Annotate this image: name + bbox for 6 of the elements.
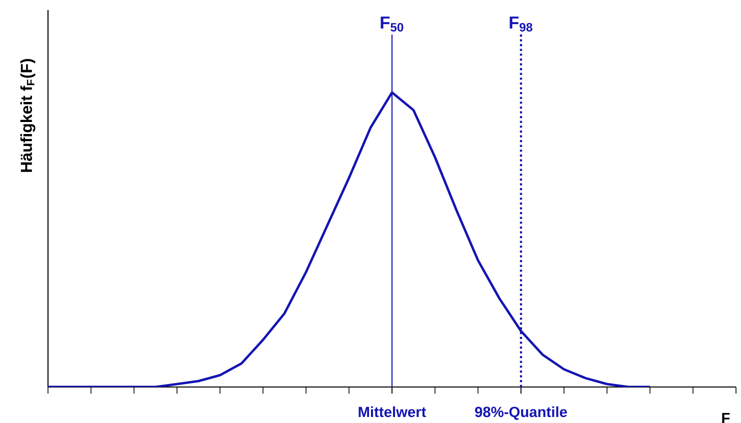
x-axis-title: F [722,413,730,423]
y-axis-title: Häufigkeit f$_{F}$(F) [20,58,36,172]
ref-line-label: F$_{98}$ [510,16,532,32]
x-tick-label: Mittelwert [358,406,426,418]
x-tick-label: 98%-Quantile [475,406,567,420]
ref-line-label: F$_{50}$ [380,16,404,32]
